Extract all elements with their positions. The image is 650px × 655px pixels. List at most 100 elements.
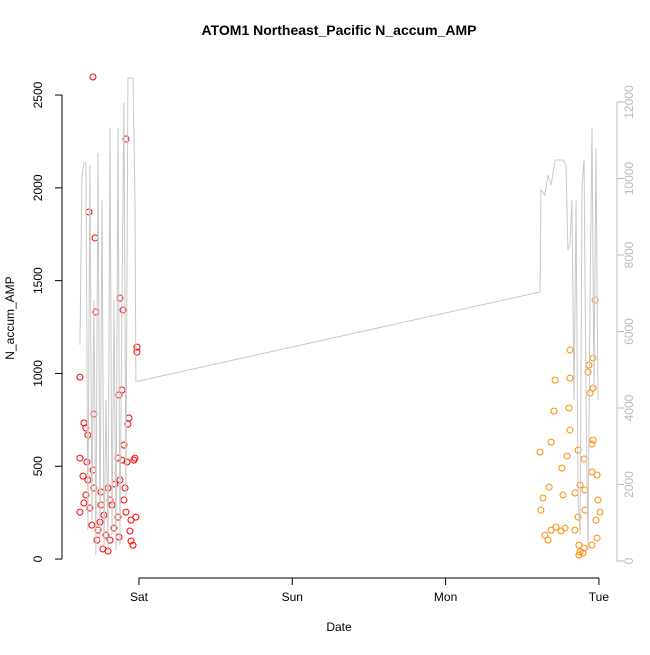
data-point	[593, 534, 601, 542]
data-point	[97, 488, 105, 496]
data-point	[580, 544, 588, 552]
data-point	[110, 524, 118, 532]
data-point	[122, 135, 130, 143]
data-point	[593, 471, 601, 479]
data-point	[592, 516, 600, 524]
data-point	[566, 426, 574, 434]
data-point	[541, 531, 549, 539]
data-point	[536, 448, 544, 456]
data-point	[589, 384, 597, 392]
data-point	[121, 484, 129, 492]
data-point	[102, 531, 110, 539]
data-point	[558, 464, 566, 472]
data-point	[574, 513, 582, 521]
data-point	[88, 521, 96, 529]
y-tick-label: 500	[31, 456, 45, 476]
data-point	[575, 551, 583, 559]
data-point	[127, 537, 135, 545]
data-point	[571, 489, 579, 497]
data-point	[124, 420, 132, 428]
data-point	[581, 486, 589, 494]
data-point	[129, 541, 137, 549]
data-point	[123, 458, 131, 466]
data-point	[588, 440, 596, 448]
data-point	[559, 491, 567, 499]
x-axis-label: Date	[326, 620, 352, 634]
y2-tick-label: 10000	[622, 162, 636, 196]
y2-tick-label: 12000	[622, 85, 636, 119]
data-point	[580, 455, 588, 463]
data-point	[76, 373, 84, 381]
data-point	[94, 526, 102, 534]
data-point	[133, 343, 141, 351]
chart-title: ATOM1 Northeast_Pacific N_accum_AMP	[202, 22, 477, 38]
y2-tick-label: 0	[622, 557, 636, 564]
data-point	[589, 436, 597, 444]
data-point	[80, 499, 88, 507]
data-point	[83, 458, 91, 466]
data-point	[89, 73, 97, 81]
data-point	[127, 516, 135, 524]
data-point	[566, 374, 574, 382]
data-point	[589, 354, 597, 362]
data-point	[565, 404, 573, 412]
data-point	[551, 376, 559, 384]
data-point	[594, 496, 602, 504]
data-point	[114, 513, 122, 521]
y2-tick-label: 4000	[622, 394, 636, 421]
data-point	[93, 536, 101, 544]
y-axis-label: N_accum_AMP	[3, 276, 17, 359]
x-tick-label: Sat	[130, 590, 149, 604]
y-tick-label: 0	[31, 555, 45, 562]
data-point	[571, 526, 579, 534]
data-point	[115, 533, 123, 541]
y2-tick-label: 6000	[622, 318, 636, 345]
data-point	[76, 508, 84, 516]
data-line	[79, 77, 599, 556]
data-point	[106, 536, 114, 544]
data-point	[552, 523, 560, 531]
data-point	[537, 506, 545, 514]
data-point	[90, 484, 98, 492]
data-point	[596, 508, 604, 516]
data-point	[585, 361, 593, 369]
x-tick-label: Mon	[434, 590, 457, 604]
y-tick-label: 2500	[31, 81, 45, 108]
data-point	[545, 483, 553, 491]
data-point	[566, 346, 574, 354]
data-point	[561, 524, 569, 532]
y2-tick-label: 2000	[622, 471, 636, 498]
data-point	[86, 504, 94, 512]
data-point	[76, 454, 84, 462]
data-point	[125, 414, 133, 422]
data-point	[575, 541, 583, 549]
data-point	[557, 527, 565, 535]
data-point	[547, 526, 555, 534]
data-point	[579, 549, 587, 557]
data-point	[586, 389, 594, 397]
data-point	[120, 496, 128, 504]
data-point	[539, 494, 547, 502]
data-point	[126, 527, 134, 535]
data-point	[133, 348, 141, 356]
data-point	[588, 541, 596, 549]
data-point	[119, 306, 127, 314]
data-point	[563, 452, 571, 460]
y2-tick-label: 8000	[622, 241, 636, 268]
data-point	[79, 472, 87, 480]
data-point	[131, 454, 139, 462]
data-point	[544, 536, 552, 544]
x-tick-label: Tue	[589, 590, 610, 604]
data-point	[132, 513, 140, 521]
data-point	[584, 368, 592, 376]
y-tick-label: 1000	[31, 360, 45, 387]
data-point	[91, 234, 99, 242]
data-point	[97, 501, 105, 509]
data-point	[122, 508, 130, 516]
data-point	[547, 438, 555, 446]
data-point	[85, 208, 93, 216]
data-point	[550, 407, 558, 415]
data-point	[84, 431, 92, 439]
data-point	[82, 491, 90, 499]
